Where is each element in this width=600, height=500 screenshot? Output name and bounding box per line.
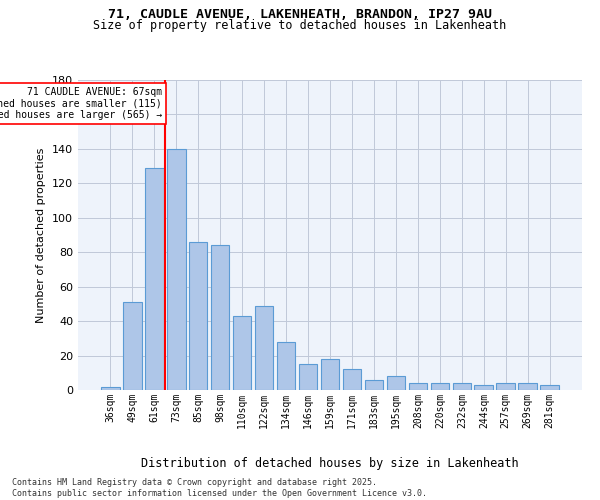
Text: 71 CAUDLE AVENUE: 67sqm
← 17% of detached houses are smaller (115)
82% of semi-d: 71 CAUDLE AVENUE: 67sqm ← 17% of detache… (0, 87, 162, 120)
Bar (475, 385, 493, 390)
Bar (320, 359, 340, 390)
Bar (452, 383, 471, 390)
Bar (541, 385, 559, 390)
Bar (145, 168, 164, 390)
Bar (123, 302, 142, 390)
Bar (299, 364, 317, 390)
Bar (233, 316, 251, 390)
Text: Distribution of detached houses by size in Lakenheath: Distribution of detached houses by size … (141, 458, 519, 470)
Bar (277, 342, 295, 390)
Bar (365, 380, 383, 390)
Bar (255, 306, 274, 390)
Bar (409, 383, 427, 390)
Text: Contains HM Land Registry data © Crown copyright and database right 2025.
Contai: Contains HM Land Registry data © Crown c… (12, 478, 427, 498)
Bar (189, 242, 208, 390)
Bar (518, 383, 537, 390)
Bar (431, 383, 449, 390)
Y-axis label: Number of detached properties: Number of detached properties (37, 148, 46, 322)
Text: Size of property relative to detached houses in Lakenheath: Size of property relative to detached ho… (94, 18, 506, 32)
Bar (167, 149, 185, 390)
Bar (386, 376, 405, 390)
Bar (101, 386, 119, 390)
Bar (496, 383, 515, 390)
Bar (343, 370, 361, 390)
Text: 71, CAUDLE AVENUE, LAKENHEATH, BRANDON, IP27 9AU: 71, CAUDLE AVENUE, LAKENHEATH, BRANDON, … (108, 8, 492, 20)
Bar (211, 246, 229, 390)
